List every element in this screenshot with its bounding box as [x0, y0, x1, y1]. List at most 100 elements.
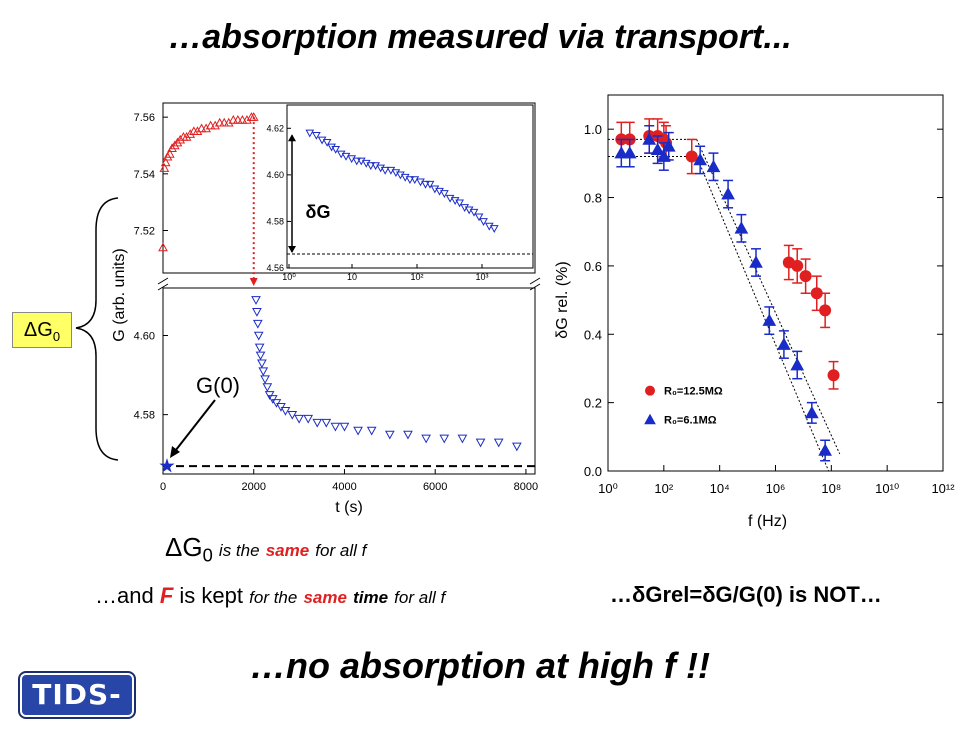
inset-data-point — [366, 162, 376, 171]
upper-ytick-label: 7.56 — [134, 112, 155, 124]
freq-point-red — [827, 369, 840, 382]
upper-data-point — [164, 148, 175, 158]
lower-data-point — [339, 422, 350, 432]
lower-data-point — [258, 367, 269, 377]
bottom-conclusion: …no absorption at high f !! — [250, 645, 710, 686]
note2-d: for all f — [394, 588, 446, 607]
freq-point-blue — [818, 443, 832, 456]
note1-end: for all f — [315, 541, 367, 560]
upper-data-point — [158, 242, 168, 252]
lower-data-point — [303, 414, 314, 424]
time-chart: 7.52 7.54 7.56 4.58 4.60 0 2000 4000 6000 8000 G(… — [111, 102, 541, 516]
delta-g0-label-text: ΔG — [23, 319, 53, 341]
inset-data-point — [489, 225, 499, 233]
inset-xtick-label: 10⁰ — [282, 272, 296, 282]
inset-data-point — [312, 131, 321, 140]
lower-data-point — [353, 426, 363, 436]
freq-xtick-label: 10² — [654, 481, 673, 496]
inset-data-point — [421, 180, 430, 189]
lower-data-point — [512, 442, 522, 452]
inset-xtick-label: 10² — [410, 272, 423, 282]
inset-ytick-label: 4.62 — [266, 123, 284, 133]
note-grel-not: …δGrel=δG/G(0) is NOT… — [610, 582, 882, 607]
freq-point-blue — [790, 358, 805, 371]
freq-ylabel: δG rel. (%) — [554, 261, 571, 338]
freq-point-red — [819, 304, 832, 317]
drop-arrow — [249, 278, 258, 286]
inset-data-point — [352, 157, 362, 166]
upper-data-point — [248, 112, 259, 121]
note1-text: is the — [218, 541, 260, 560]
xtick-label: 0 — [160, 481, 166, 493]
inset-data-point — [469, 208, 479, 217]
lower-data-point — [294, 414, 304, 424]
freq-point-blue — [721, 187, 735, 200]
xtick-label: 2000 — [241, 481, 265, 493]
xtick-label: 8000 — [514, 481, 538, 493]
lower-data-point — [384, 430, 395, 440]
inset-frame — [286, 104, 534, 269]
upper-data-point — [172, 137, 183, 147]
freq-point-blue — [650, 142, 665, 155]
inset-data-point — [341, 152, 351, 161]
lower-data-point — [252, 319, 263, 329]
upper-ytick-label: 7.54 — [134, 169, 155, 181]
xtick-label: 4000 — [332, 481, 356, 493]
freq-point-blue — [656, 149, 671, 162]
lower-data-point — [257, 359, 267, 369]
upper-data-point — [192, 126, 203, 136]
freq-xtick-label: 10⁴ — [710, 481, 730, 496]
lower-data-point — [262, 383, 273, 392]
freq-point-blue — [661, 139, 676, 152]
inset-dg-arrow-top — [288, 134, 296, 142]
delta-g0-brace — [75, 197, 119, 461]
freq-ytick-label: 0.4 — [584, 327, 602, 342]
lower-data-point — [287, 410, 298, 420]
lower-data-point — [321, 418, 332, 428]
time-xlabel: t (s) — [335, 499, 363, 516]
upper-ytick-label: 7.52 — [134, 226, 155, 238]
inset-data-point — [331, 145, 341, 154]
time-chart-upper-frame — [162, 102, 536, 274]
upper-data-point — [185, 129, 196, 138]
freq-point-blue — [734, 221, 749, 234]
delta-g0-label-sub: 0 — [52, 329, 61, 344]
note-same-time: …and F is kept for the same time for all… — [95, 583, 445, 609]
lower-data-point — [255, 351, 266, 361]
upper-data-point — [210, 120, 221, 130]
inset-data-point — [425, 180, 435, 189]
freq-ytick-label: 0.2 — [584, 396, 602, 411]
inset-xtick-label: 10 — [347, 272, 357, 282]
upper-data-point — [162, 151, 173, 161]
upper-data-point — [160, 157, 171, 167]
freq-point-red — [799, 270, 812, 283]
lower-ytick-label: 4.60 — [134, 330, 155, 342]
lower-data-point — [366, 426, 377, 436]
lower-data-point — [403, 430, 413, 440]
delta-g0-label-box: ΔG0 — [12, 312, 72, 348]
lower-data-point — [280, 406, 291, 416]
g0-star-marker — [159, 458, 175, 473]
inset-data-point — [380, 166, 390, 175]
freq-point-blue — [693, 152, 708, 166]
upper-data-point — [242, 114, 252, 124]
note2-b: is kept — [179, 583, 244, 608]
freq-point-blue — [777, 337, 791, 350]
note2-F: F — [159, 583, 174, 608]
legend-label: R₀=12.5MΩ — [664, 386, 723, 398]
frequency-chart: 0.0 0.2 0.4 0.6 0.8 1.0 10⁰ 10² 10⁴ 10⁶ 10⁸ 10¹⁰ 10¹… — [554, 94, 955, 530]
freq-point-blue — [614, 146, 629, 159]
legend-marker — [645, 385, 655, 396]
freq-xtick-label: 10⁸ — [821, 481, 841, 496]
upper-data-point — [223, 117, 234, 127]
note2-time: time — [353, 588, 389, 607]
note1-sub: 0 — [202, 544, 213, 566]
time-ylabel: G (arb. units) — [111, 248, 128, 341]
note2-a: …and — [95, 583, 154, 608]
inset-data-point — [479, 218, 488, 226]
upper-data-point — [159, 163, 170, 172]
fit-line-blue — [696, 156, 830, 472]
xtick-label: 6000 — [423, 481, 447, 493]
legend-label: R₀=6.1MΩ — [664, 415, 717, 427]
inset-ytick-label: 4.56 — [266, 263, 284, 273]
